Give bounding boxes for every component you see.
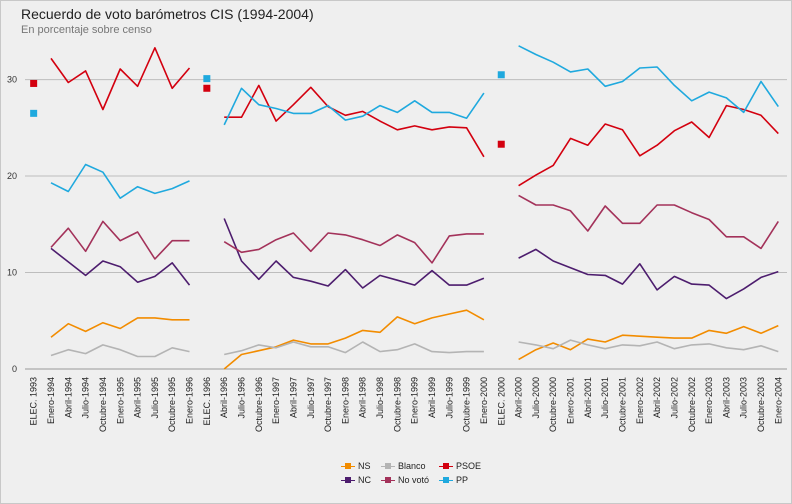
legend-item-psoe: PSOE (439, 461, 481, 471)
x-tick-label: Enero-2002 (635, 377, 645, 424)
series-line-blanco-segment-3 (518, 339, 779, 353)
x-tick-label: Abril-1996 (219, 377, 229, 418)
series-line-blanco-segment-1 (50, 344, 190, 358)
x-tick-label: Julio-2003 (739, 377, 749, 419)
x-tick-label: Julio-2001 (600, 377, 610, 419)
x-tick-label: Enero-2000 (479, 377, 489, 424)
series-line-nc-segment-3 (518, 248, 779, 300)
legend-item-ns: NS (341, 461, 371, 471)
x-tick-label: Octubre-2000 (548, 377, 558, 432)
x-tick-label: Enero-1999 (410, 377, 420, 424)
series-line-nc-segment-2 (223, 218, 485, 289)
x-tick-label: Octubre-1995 (167, 377, 177, 432)
x-tick-label: Abril-2003 (721, 377, 731, 418)
line-chart: 0 10 20 30 ELEC. 1993 Enero-1994 Abril-1994 Jul… (7, 45, 787, 432)
series-line-no-voto-segment-1 (50, 220, 190, 260)
x-tick-label: Julio-1998 (375, 377, 385, 419)
x-tick-label: Abril-2001 (583, 377, 593, 418)
chart-subtitle: En porcentaje sobre censo (21, 24, 152, 36)
election-point-pp-2 (203, 75, 211, 83)
legend-swatch-blanco (381, 462, 395, 471)
x-tick-label: Julio-1996 (236, 377, 246, 419)
x-tick-label: Abril-2000 (514, 377, 524, 418)
chart-title: Recuerdo de voto barómetros CIS (1994-20… (21, 6, 314, 22)
x-tick-label: Enero-1997 (271, 377, 281, 424)
y-tick-label: 30 (7, 75, 17, 85)
election-point-psoe-2 (203, 84, 211, 92)
legend-swatch-no-voto (381, 476, 395, 485)
x-tick-label: Abril-1994 (63, 377, 73, 418)
series-line-psoe-segment-3 (518, 104, 779, 187)
legend-label-nc: NC (358, 475, 371, 485)
y-tick-label: 20 (7, 171, 17, 181)
election-point-pp-1 (30, 109, 38, 117)
election-point-psoe-1 (30, 79, 38, 87)
x-tick-label: Abril-1995 (133, 377, 143, 418)
legend-swatch-pp (439, 476, 454, 485)
legend-item-no-voto: No votó (381, 475, 429, 485)
election-point-pp-3 (497, 71, 505, 79)
x-tick-label: Octubre-1999 (462, 377, 472, 432)
x-tick-label: Abril-1997 (288, 377, 298, 418)
y-tick-label: 0 (12, 364, 17, 374)
legend-swatch-ns (341, 462, 355, 471)
x-tick-label: Julio-2002 (669, 377, 679, 419)
y-tick-label: 10 (7, 268, 17, 278)
series-line-ns-segment-3 (518, 324, 779, 361)
series-line-nc-segment-1 (50, 247, 191, 286)
legend-label-pp: PP (456, 475, 469, 485)
x-tick-label: Julio-2000 (531, 377, 541, 419)
x-tick-label: Octubre-2002 (687, 377, 697, 432)
series-line-ns-segment-1 (50, 317, 190, 338)
series-line-blanco-segment-2 (224, 341, 484, 356)
x-tick-label: Julio-1995 (150, 377, 160, 419)
legend-label-blanco: Blanco (398, 461, 426, 471)
legend-label-no-voto: No votó (398, 475, 430, 485)
x-tick-label: Enero-1996 (185, 377, 195, 424)
x-tick-label: Julio-1997 (306, 377, 316, 419)
x-tick-label: Octubre-1997 (323, 377, 333, 432)
x-tick-label: ELEC. 1993 (29, 377, 39, 426)
legend-item-blanco: Blanco (381, 461, 429, 471)
x-tick-label: Enero-2004 (773, 377, 783, 424)
x-tick-label: Abril-2002 (652, 377, 662, 418)
series-line-pp-segment-2 (223, 87, 485, 126)
x-tick-label: Octubre-1994 (98, 377, 108, 432)
series-line-pp-segment-1 (50, 163, 190, 199)
x-tick-label: ELEC. 2000 (496, 377, 506, 426)
series-line-psoe-segment-1 (50, 46, 191, 111)
x-tick-label: Enero-1995 (115, 377, 125, 424)
x-tick-label: Octubre-1996 (254, 377, 264, 432)
x-tick-label: Octubre-1998 (392, 377, 402, 432)
x-tick-label: Enero-1994 (46, 377, 56, 424)
x-tick-label: Julio-1994 (81, 377, 91, 419)
legend-swatch-nc (341, 476, 355, 485)
legend-item-nc: NC (341, 475, 371, 485)
x-tick-label: Abril-1998 (358, 377, 368, 418)
legend-swatch-psoe (439, 462, 454, 471)
x-tick-label: Julio-1999 (444, 377, 454, 419)
series-line-psoe-segment-2 (224, 84, 485, 158)
legend-label-psoe: PSOE (456, 461, 482, 471)
chart-legend: NS Blanco PSOE NC No votó PP (341, 461, 481, 485)
series-line-no-voto-segment-2 (223, 232, 484, 264)
x-tick-label: Enero-1998 (340, 377, 350, 424)
series-line-no-voto-segment-3 (518, 194, 779, 250)
x-tick-label: Octubre-2003 (756, 377, 766, 432)
x-tick-label: Enero-2001 (566, 377, 576, 424)
series-line-pp-segment-3 (518, 45, 779, 114)
legend-label-ns: NS (358, 461, 371, 471)
series-line-ns-segment-2 (223, 309, 485, 370)
x-tick-label: Abril-1999 (427, 377, 437, 418)
legend-item-pp: PP (439, 475, 481, 485)
x-tick-label: Enero-2003 (704, 377, 714, 424)
election-point-psoe-3 (497, 140, 505, 148)
x-tick-label: Octubre-2001 (617, 377, 627, 432)
x-tick-label: ELEC. 1996 (202, 377, 212, 426)
